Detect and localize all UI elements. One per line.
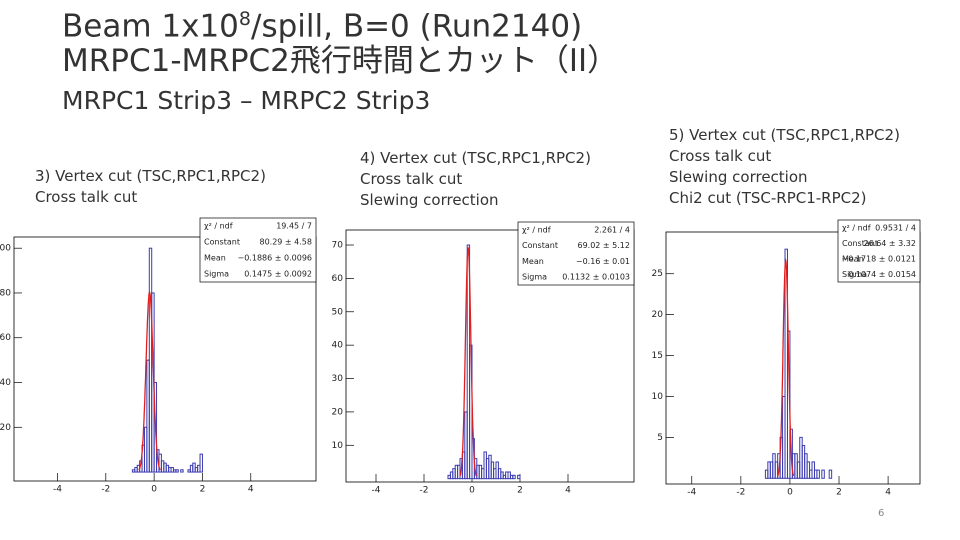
x-tick-label: -2 bbox=[101, 485, 110, 495]
stats-name: Mean bbox=[204, 254, 226, 263]
x-tick-label: -2 bbox=[736, 488, 745, 498]
stats-box bbox=[517, 221, 635, 286]
hist-bar bbox=[517, 474, 521, 480]
y-tick-label: 40 bbox=[332, 341, 344, 351]
x-tick-label: 4 bbox=[248, 485, 254, 495]
stats-box bbox=[837, 219, 921, 283]
stats-name: Sigma bbox=[522, 273, 547, 282]
y-tick-label: 15 bbox=[652, 351, 663, 361]
stats-value: 0.1475 ± 0.0092 bbox=[244, 270, 312, 279]
stats-name: Sigma bbox=[842, 270, 867, 279]
caption-line: 3) Vertex cut (TSC,RPC1,RPC2) bbox=[35, 167, 266, 185]
stats-value: 19.45 / 7 bbox=[276, 222, 312, 231]
stats-name: Constant bbox=[204, 238, 240, 247]
stats-box bbox=[199, 217, 317, 283]
stats-value: 0.9531 / 4 bbox=[875, 223, 916, 232]
stats-value: 0.1074 ± 0.0154 bbox=[848, 270, 916, 279]
x-tick-label: 2 bbox=[517, 486, 523, 496]
stats-name: Sigma bbox=[204, 270, 229, 279]
y-tick-label: 20 bbox=[0, 423, 11, 433]
x-tick-label: 4 bbox=[885, 488, 891, 498]
stats-name: Mean bbox=[842, 254, 864, 263]
caption-line: 4) Vertex cut (TSC,RPC1,RPC2) bbox=[360, 149, 591, 167]
x-tick-label: -2 bbox=[420, 486, 429, 496]
x-tick-label: 2 bbox=[836, 488, 842, 498]
stats-name: χ² / ndf bbox=[522, 225, 551, 234]
x-tick-label: 4 bbox=[565, 486, 571, 496]
title-sup: 8 bbox=[238, 8, 251, 30]
y-tick-label: 60 bbox=[0, 333, 11, 343]
fit-curve bbox=[777, 258, 795, 477]
x-tick-label: -4 bbox=[53, 485, 62, 495]
stats-value: 80.29 ± 4.58 bbox=[259, 238, 312, 247]
hist-bar bbox=[828, 469, 833, 479]
y-tick-label: 30 bbox=[332, 374, 344, 384]
caption-line: Slewing correction bbox=[669, 168, 808, 186]
caption-line: Slewing correction bbox=[360, 191, 499, 209]
stats-value: −0.1718 ± 0.0121 bbox=[842, 254, 916, 263]
y-tick-label: 40 bbox=[0, 378, 11, 388]
hist-bar bbox=[199, 453, 203, 473]
y-tick-label: 70 bbox=[332, 241, 344, 251]
x-tick-label: -4 bbox=[687, 488, 696, 498]
caption-line: Cross talk cut bbox=[669, 147, 772, 165]
page-number: 6 bbox=[878, 508, 885, 519]
y-tick-label: 60 bbox=[332, 274, 344, 284]
hist-bar bbox=[175, 469, 179, 473]
chart-caption: 4) Vertex cut (TSC,RPC1,RPC2) Cross talk … bbox=[360, 148, 591, 211]
hist-bar bbox=[816, 469, 820, 479]
y-tick-label: 20 bbox=[332, 407, 344, 417]
y-tick-label: 5 bbox=[657, 433, 663, 443]
x-tick-label: 0 bbox=[787, 488, 793, 498]
x-tick-label: 0 bbox=[151, 485, 157, 495]
stats-name: Constant bbox=[522, 241, 558, 250]
stats-value: 0.1132 ± 0.0103 bbox=[562, 273, 630, 282]
fit-curve bbox=[138, 290, 161, 471]
fit-curve bbox=[459, 246, 477, 477]
y-tick-label: 25 bbox=[652, 269, 663, 279]
y-tick-label: 20 bbox=[652, 310, 664, 320]
caption-line: Cross talk cut bbox=[35, 188, 138, 206]
stats-value: 2.261 / 4 bbox=[594, 225, 630, 234]
x-tick-label: -4 bbox=[372, 486, 381, 496]
stats-name: Constant bbox=[842, 239, 878, 248]
y-tick-label: 10 bbox=[332, 441, 344, 451]
chart-caption: 5) Vertex cut (TSC,RPC1,RPC2) Cross talk … bbox=[669, 125, 900, 209]
y-tick-label: 80 bbox=[0, 288, 11, 298]
hist-bar bbox=[153, 382, 158, 473]
stats-value: 69.02 ± 5.12 bbox=[577, 241, 630, 250]
y-tick-label: 10 bbox=[652, 392, 664, 402]
hist-bar bbox=[821, 469, 825, 479]
stats-name: χ² / ndf bbox=[204, 222, 233, 231]
subtitle: MRPC1-MRPC2飛行時間とカット（II） bbox=[62, 43, 619, 79]
stats-value: 26.64 ± 3.32 bbox=[863, 239, 916, 248]
caption-line: Chi2 cut (TSC-RPC1-RPC2) bbox=[669, 189, 867, 207]
caption-line: Cross talk cut bbox=[360, 170, 463, 188]
chart-caption: 3) Vertex cut (TSC,RPC1,RPC2) Cross talk … bbox=[35, 166, 266, 208]
title-rest: /spill, B=0 (Run2140) bbox=[251, 8, 583, 45]
title: Beam 1x108/spill, B=0 (Run2140) bbox=[62, 2, 582, 43]
x-tick-label: 0 bbox=[469, 486, 475, 496]
x-tick-label: 2 bbox=[200, 485, 206, 495]
y-tick-label: 50 bbox=[332, 307, 344, 317]
stats-name: χ² / ndf bbox=[842, 223, 871, 232]
caption-line: 5) Vertex cut (TSC,RPC1,RPC2) bbox=[669, 126, 900, 144]
hist-bar bbox=[512, 474, 516, 480]
stats-name: Mean bbox=[522, 257, 544, 266]
title-text: Beam 1x10 bbox=[62, 8, 239, 45]
y-tick-label: 100 bbox=[0, 244, 11, 254]
stats-value: −0.1886 ± 0.0096 bbox=[238, 254, 312, 263]
hist-bar bbox=[180, 469, 184, 473]
stats-value: −0.16 ± 0.01 bbox=[576, 257, 630, 266]
heading: MRPC1 Strip3 – MRPC2 Strip3 bbox=[62, 86, 431, 115]
